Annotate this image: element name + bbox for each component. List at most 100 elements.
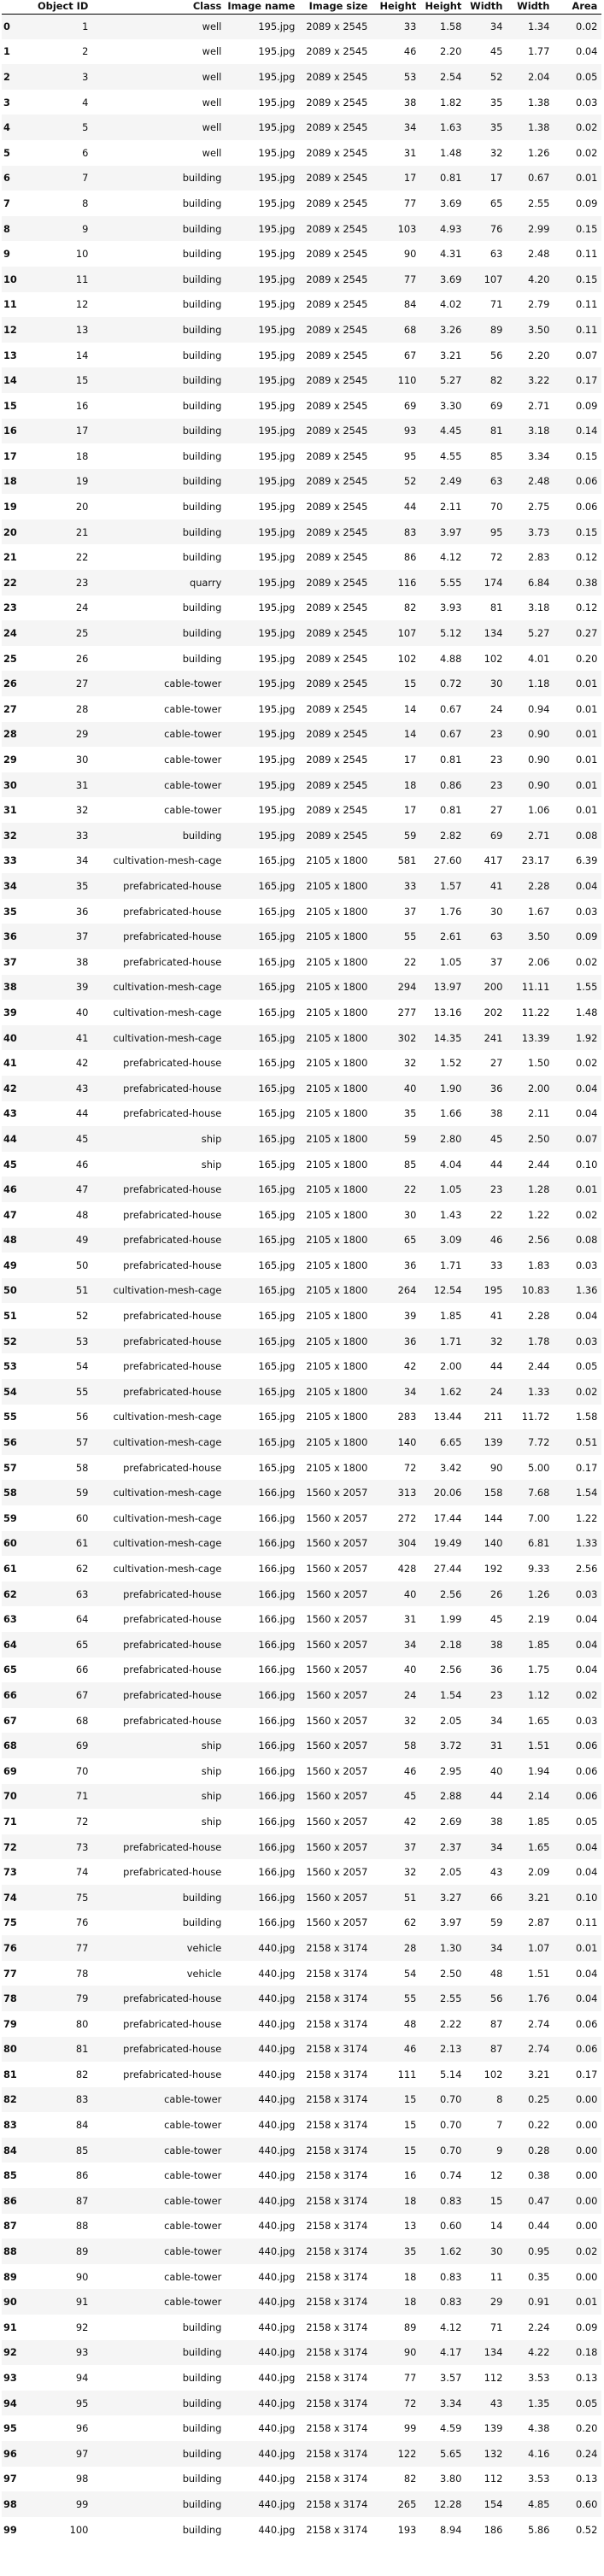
height-px-cell: 40 [403,1082,417,1094]
height-px-cell: 17 [403,804,417,817]
image-size-cell: 2089 x 2545 [306,425,368,437]
object-id-cell: 54 [75,1360,89,1373]
height-pct-cell: 14.35 [433,1031,462,1044]
area-cell: 0.02 [575,21,598,33]
class-cell: ship [201,1132,222,1145]
row-index: 59 [3,1511,17,1524]
image-size-cell: 2158 x 3174 [306,2422,368,2435]
row-index: 48 [3,1234,17,1247]
height-pct-cell: 0.67 [439,702,462,715]
image-name-cell: 166.jpg [258,1664,296,1676]
row-index: 9 [3,248,10,261]
height-px-cell: 36 [403,1335,417,1347]
image-size-cell: 2089 x 2545 [306,576,368,589]
image-name-cell: 165.jpg [258,1208,296,1221]
area-cell: 0.17 [575,2068,598,2080]
class-cell: building [182,525,222,538]
height-pct-cell: 2.49 [439,475,462,488]
object-id-cell: 12 [75,298,89,311]
image-size-cell: 2089 x 2545 [306,652,368,665]
width-px-cell: 144 [484,1511,503,1524]
area-cell: 0.06 [575,1790,598,1803]
image-size-cell: 1560 x 2057 [306,1840,368,1853]
area-cell: 0.02 [575,1385,598,1398]
image-size-cell: 2105 x 1800 [306,1335,368,1347]
class-cell: vehicle [186,1941,222,1954]
width-px-cell: 139 [484,1436,503,1449]
image-name-cell: 195.jpg [258,323,296,336]
row-index: 65 [3,1664,17,1676]
image-size-cell: 1560 x 2057 [306,1587,368,1600]
image-size-cell: 2158 x 3174 [306,2346,368,2359]
row-index: 35 [3,905,17,918]
image-name-cell: 440.jpg [258,2422,296,2435]
row-index: 82 [3,2093,17,2106]
image-size-cell: 2105 x 1800 [306,1411,368,1423]
object-id-cell: 29 [75,728,89,741]
object-id-cell: 26 [75,652,89,665]
class-cell: building [182,425,222,437]
height-pct-cell: 27.44 [433,1563,462,1576]
row-index: 33 [3,854,17,867]
width-pct-cell: 1.76 [527,1992,550,2005]
width-pct-cell: 23.17 [521,854,550,867]
image-size-cell: 2158 x 3174 [306,2497,368,2510]
height-pct-cell: 4.59 [439,2422,462,2435]
area-cell: 0.00 [575,2220,598,2233]
height-px-cell: 34 [403,1638,417,1651]
image-size-cell: 2089 x 2545 [306,702,368,715]
image-size-cell: 2105 x 1800 [306,1208,368,1221]
object-id-cell: 38 [75,955,89,968]
row-index: 71 [3,1815,17,1828]
height-px-cell: 54 [403,1967,417,1980]
table-row: 18 19 building 195.jpg 2089 x 2545 52 2.49 63 2.… [2,468,602,495]
table-row: 80 81 prefabricated-house 440.jpg 2158 x 317… [2,2036,602,2063]
width-px-cell: 24 [490,1385,503,1398]
height-pct-cell: 4.55 [439,449,462,462]
area-cell: 0.01 [575,804,598,817]
class-cell: cable-tower [164,2194,222,2207]
image-name-cell: 440.jpg [258,2473,296,2485]
image-name-cell: 440.jpg [258,2220,296,2233]
row-index: 68 [3,1740,17,1752]
height-pct-cell: 2.56 [439,1587,462,1600]
object-id-cell: 36 [75,905,89,918]
height-px-cell: 59 [403,829,417,842]
image-size-cell: 2158 x 3174 [306,2372,368,2385]
row-index: 54 [3,1385,17,1398]
width-pct-cell: 2.48 [527,475,550,488]
height-pct-cell: 5.55 [439,576,462,589]
image-size-cell: 2105 x 1800 [306,1436,368,1449]
image-size-cell: 2158 x 3174 [306,2245,368,2258]
row-index: 74 [3,1891,17,1904]
image-name-cell: 195.jpg [258,273,296,285]
height-px-cell: 22 [403,955,417,968]
height-px-cell: 77 [403,2372,417,2385]
table-row: 78 79 prefabricated-house 440.jpg 2158 x 317… [2,1986,602,2011]
height-px-cell: 581 [397,854,417,867]
image-size-cell: 2105 x 1800 [306,1158,368,1171]
object-id-cell: 35 [75,879,89,892]
height-px-cell: 35 [403,1107,417,1120]
table-row: 45 46 ship 165.jpg 2105 x 1800 85 4.04 44 2.44 0.… [2,1151,602,1177]
row-index: 69 [3,1764,17,1777]
row-index: 96 [3,2447,17,2460]
image-size-cell: 1560 x 2057 [306,1740,368,1752]
table-row: 26 27 cable-tower 195.jpg 2089 x 2545 15 0.72 3… [2,671,602,697]
object-id-cell: 73 [75,1840,89,1853]
image-name-cell: 195.jpg [258,146,296,159]
height-px-cell: 99 [403,2422,417,2435]
height-pct-cell: 2.20 [439,45,462,58]
width-pct-cell: 0.47 [527,2194,550,2207]
header-width-pct: Width [517,0,550,12]
class-cell: building [182,2372,222,2385]
header-class: Class [192,0,222,12]
table-row: 72 73 prefabricated-house 166.jpg 1560 x 205… [2,1834,602,1860]
row-index: 83 [3,2119,17,2132]
class-cell: cultivation-mesh-cage [113,1511,222,1524]
class-cell: cable-tower [164,778,222,791]
width-pct-cell: 1.06 [527,804,550,817]
height-pct-cell: 4.12 [439,2321,462,2333]
image-name-cell: 195.jpg [258,778,296,791]
height-pct-cell: 3.57 [439,2372,462,2385]
